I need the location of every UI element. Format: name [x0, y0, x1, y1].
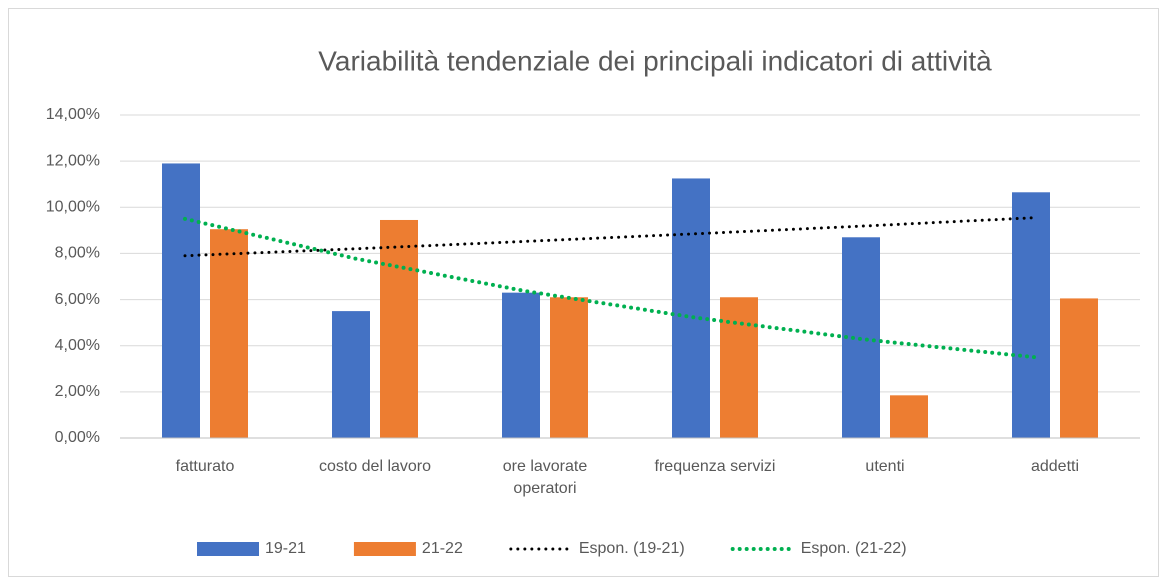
y-tick-label: 10,00%	[46, 199, 100, 216]
legend-label: Espon. (19-21)	[579, 540, 685, 557]
chart-frame	[8, 8, 1159, 577]
bar	[380, 219, 418, 438]
bar	[672, 178, 710, 439]
trend-line	[183, 216, 1037, 360]
bar	[210, 229, 248, 438]
y-tick-label: 4,00%	[55, 337, 100, 354]
y-tick-label: 6,00%	[55, 291, 100, 308]
y-tick-label: 12,00%	[46, 152, 100, 169]
x-tick-label: utenti	[865, 458, 905, 475]
legend-label: 19-21	[265, 540, 306, 557]
y-tick-label: 14,00%	[46, 106, 100, 123]
x-tick-label: frequenza servizi	[654, 458, 776, 475]
y-tick-label: 8,00%	[55, 245, 100, 262]
bar	[720, 297, 758, 438]
bar	[890, 395, 928, 438]
x-tick-label: fatturato	[175, 458, 235, 475]
legend-label: 21-22	[422, 540, 463, 557]
y-tick-label: 2,00%	[55, 383, 100, 400]
bar	[502, 292, 540, 438]
x-tick-label: addetti	[1030, 458, 1080, 475]
bar	[550, 297, 588, 438]
x-tick-label: costo del lavoro	[318, 458, 432, 475]
bar	[162, 163, 200, 438]
bar	[1060, 298, 1098, 438]
y-tick-label: 0,00%	[55, 429, 100, 446]
chart-title: Variabilità tendenziale dei principali i…	[318, 45, 992, 76]
bar	[332, 311, 370, 438]
legend-marker	[197, 542, 259, 556]
legend-marker	[353, 542, 416, 556]
bar	[1012, 192, 1050, 438]
x-tick-label: ore lavorate operatori	[502, 458, 588, 497]
legend-label: Espon. (21-22)	[801, 540, 907, 557]
